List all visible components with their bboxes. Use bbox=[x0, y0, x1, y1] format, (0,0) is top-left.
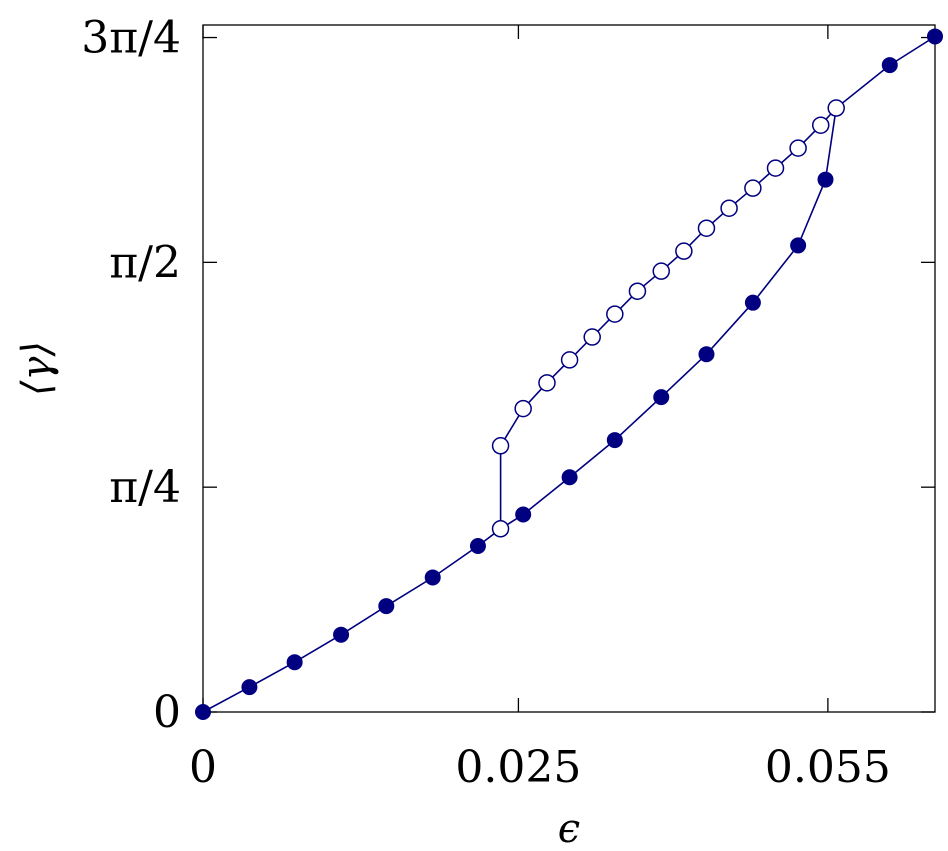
open-data-point bbox=[766, 159, 785, 177]
plot-frame bbox=[202, 24, 936, 713]
filled-data-point bbox=[241, 679, 258, 696]
filled-data-point bbox=[424, 569, 441, 586]
open-data-point bbox=[652, 262, 670, 280]
filled-data-point bbox=[469, 537, 486, 554]
open-data-point bbox=[583, 328, 601, 346]
open-data-point bbox=[628, 282, 647, 300]
open-data-point bbox=[560, 351, 579, 369]
open-data-point bbox=[491, 520, 510, 538]
filled-data-point bbox=[606, 432, 623, 449]
open-data-point bbox=[606, 305, 624, 323]
y-tick-label: 0 bbox=[153, 687, 181, 738]
y-tick-label: π/2 bbox=[109, 237, 181, 288]
y-tick-label: 3π/4 bbox=[81, 13, 181, 64]
open-data-point bbox=[720, 199, 738, 217]
filled-data-point bbox=[744, 294, 761, 311]
axis-tick-labels: 0 0.025 0.055 0 π/4 π/2 3π/4 bbox=[81, 13, 891, 793]
open-data-point bbox=[697, 219, 716, 237]
y-tick-label: π/4 bbox=[109, 462, 181, 513]
x-axis-label: ϵ bbox=[558, 806, 580, 851]
filled-data-point bbox=[790, 237, 807, 254]
filled-data-point bbox=[927, 28, 943, 45]
x-tick-label: 0.055 bbox=[765, 742, 891, 793]
filled-data-point bbox=[561, 469, 578, 486]
axis-ticks bbox=[202, 25, 935, 713]
series-layer bbox=[195, 28, 943, 720]
open-data-point bbox=[538, 374, 556, 392]
filled-data-point bbox=[195, 704, 211, 720]
filled-data-point bbox=[333, 626, 350, 643]
series-line-2 bbox=[499, 107, 837, 529]
filled-data-point bbox=[286, 654, 303, 671]
filled-data-point bbox=[378, 598, 395, 615]
series-line-1 bbox=[202, 35, 936, 713]
open-data-point bbox=[827, 99, 845, 117]
filled-data-point bbox=[817, 171, 834, 188]
x-tick-label: 0 bbox=[189, 742, 217, 793]
open-data-point bbox=[744, 179, 762, 197]
filled-data-point bbox=[653, 389, 670, 406]
filled-data-point bbox=[698, 346, 715, 363]
open-data-point bbox=[491, 437, 510, 455]
open-data-point bbox=[514, 399, 532, 418]
y-axis-label: ⟨γ⟩ bbox=[14, 341, 60, 396]
x-tick-label: 0.025 bbox=[455, 742, 581, 793]
open-data-point bbox=[675, 242, 693, 260]
filled-data-point bbox=[881, 57, 898, 74]
open-data-point bbox=[789, 139, 807, 157]
open-data-point bbox=[811, 116, 830, 134]
filled-data-point bbox=[515, 506, 532, 523]
